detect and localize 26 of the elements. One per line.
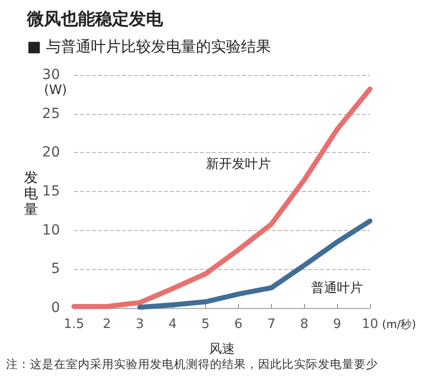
text: (W) bbox=[44, 83, 67, 98]
x-tick-label: 2 bbox=[102, 317, 112, 332]
series-label: 普通叶片 bbox=[311, 280, 364, 296]
x-tick-label: 8 bbox=[300, 317, 308, 332]
x-tick-label: 1.5 bbox=[64, 317, 84, 332]
x-tick-label: 3 bbox=[136, 317, 144, 332]
x-tick-label: 6 bbox=[234, 317, 243, 332]
y-axis-title: 发电量 bbox=[24, 170, 38, 218]
x-tick-label: 7 bbox=[267, 317, 276, 332]
text: 新开发叶片 bbox=[206, 156, 271, 172]
chart-title: 微风也能稳定发电 bbox=[26, 10, 164, 30]
x-axis-title: 风速 bbox=[209, 342, 235, 357]
x-tick-label: 5 bbox=[201, 317, 210, 332]
x-tick-label: 9 bbox=[332, 317, 342, 332]
y-tick-label: 25 bbox=[42, 106, 60, 122]
y-tick-label: 15 bbox=[42, 184, 60, 200]
x-tick-label: 4 bbox=[168, 317, 177, 332]
text: (m/秒) bbox=[382, 318, 416, 331]
y-tick-label: 5 bbox=[51, 261, 60, 278]
y-tick-label: 30 bbox=[42, 67, 60, 83]
x-tick-label: 10 bbox=[362, 317, 378, 332]
y-tick-label: 10 bbox=[42, 222, 60, 238]
text: 注：这是在室内采用实验用发电机测得的结果，因此比实际发电量要少 bbox=[6, 357, 378, 371]
y-tick-label: 20 bbox=[42, 144, 60, 161]
chart-subtitle: ■ 与普通叶片比较发电量的实验结果 bbox=[27, 38, 271, 56]
y-tick-label: 0 bbox=[51, 300, 60, 316]
